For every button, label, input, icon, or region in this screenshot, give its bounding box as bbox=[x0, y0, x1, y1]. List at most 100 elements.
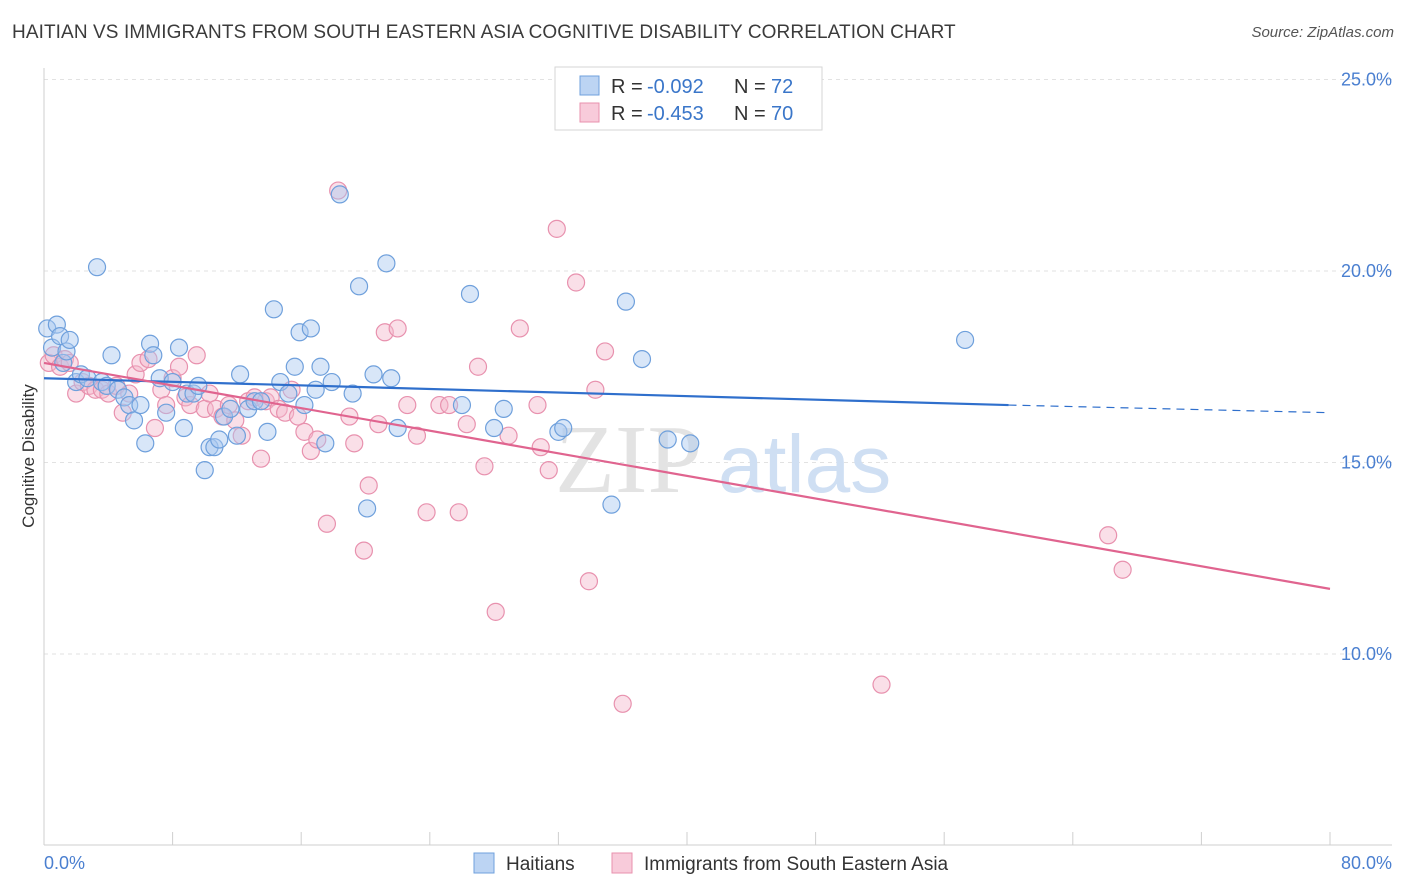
haitians-point-31 bbox=[200, 438, 219, 457]
haitians-point-54 bbox=[343, 384, 362, 403]
haitians-point-35 bbox=[221, 399, 240, 418]
haitians-point-66 bbox=[554, 418, 573, 438]
haitians-point-57 bbox=[364, 365, 383, 384]
immigrants-point-62 bbox=[486, 602, 505, 621]
haitians-point-18 bbox=[131, 395, 150, 415]
haitians-point-72 bbox=[955, 330, 975, 350]
haitians-point-25 bbox=[169, 338, 189, 357]
immigrants-point-67 bbox=[539, 461, 558, 480]
y-tick-label-1: 15.0% bbox=[1341, 453, 1392, 473]
haitians-point-36 bbox=[227, 426, 246, 445]
haitians-point-68 bbox=[616, 292, 636, 311]
legend-swatch-pink bbox=[579, 102, 600, 123]
haitians-point-41 bbox=[258, 422, 277, 441]
haitians-point-59 bbox=[382, 369, 401, 388]
haitians-point-17 bbox=[124, 411, 144, 430]
haitians-point-55 bbox=[349, 277, 369, 296]
y-tick-label-2: 20.0% bbox=[1341, 261, 1392, 281]
haitians-point-45 bbox=[285, 357, 304, 376]
haitians-trend-extension bbox=[1008, 404, 1331, 414]
haitians-point-10 bbox=[87, 258, 107, 277]
haitians-point-19 bbox=[136, 434, 155, 453]
immigrants-point-59 bbox=[457, 415, 476, 434]
haitians-point-6 bbox=[60, 330, 79, 350]
bottom-legend-label-haitians: Haitians bbox=[506, 854, 575, 875]
chart-title: HAITIAN VS IMMIGRANTS FROM SOUTH EASTERN… bbox=[12, 22, 956, 43]
immigrants-point-47 bbox=[345, 434, 364, 453]
immigrants-point-75 bbox=[1099, 526, 1118, 545]
haitians-point-71 bbox=[681, 434, 700, 453]
immigrants-point-24 bbox=[187, 346, 206, 365]
immigrants-point-76 bbox=[1113, 560, 1132, 579]
immigrants-point-42 bbox=[301, 441, 320, 461]
haitians-point-48 bbox=[301, 319, 320, 338]
immigrants-point-55 bbox=[417, 503, 436, 522]
haitians-point-61 bbox=[452, 395, 472, 415]
immigrants-point-74 bbox=[872, 675, 891, 694]
bottom-legend-swatch-haitians bbox=[473, 852, 495, 874]
legend-n-value-2: 70 bbox=[771, 103, 793, 125]
watermark-zip: ZIP bbox=[555, 406, 702, 514]
legend-n-value-1: 72 bbox=[771, 76, 793, 98]
legend-r-label-2: R = bbox=[611, 103, 643, 125]
haitians-point-44 bbox=[279, 384, 298, 403]
haitians-point-46 bbox=[290, 323, 309, 342]
bottom-legend: Haitians Immigrants from South Eastern A… bbox=[473, 852, 949, 875]
legend-n-label-2: N = bbox=[734, 103, 766, 125]
immigrants-point-64 bbox=[510, 319, 529, 338]
y-tick-labels: 10.0% 15.0% 20.0% 25.0% bbox=[1341, 70, 1392, 665]
haitians-point-52 bbox=[322, 372, 341, 392]
haitians-point-56 bbox=[358, 499, 377, 518]
haitians-point-64 bbox=[494, 399, 513, 418]
x-tick-label-0: 0.0% bbox=[44, 853, 85, 873]
haitians-point-37 bbox=[231, 365, 250, 384]
legend-box: R = -0.092 N = 72 R = -0.453 N = 70 bbox=[554, 66, 823, 131]
haitians-point-62 bbox=[460, 284, 480, 304]
y-axis-title: Cognitive Disability bbox=[19, 384, 38, 528]
bottom-legend-swatch-immigrants bbox=[611, 852, 633, 874]
immigrants-point-72 bbox=[595, 342, 615, 361]
immigrants-point-19 bbox=[157, 395, 176, 415]
haitians-point-50 bbox=[311, 357, 330, 376]
haitians-point-33 bbox=[210, 430, 229, 449]
immigrants-point-49 bbox=[359, 476, 378, 495]
immigrants-point-57 bbox=[439, 395, 459, 415]
legend-n-label-1: N = bbox=[734, 76, 766, 98]
immigrants-point-61 bbox=[475, 457, 494, 476]
legend-r-value-2: -0.453 bbox=[647, 103, 704, 125]
haitians-point-51 bbox=[316, 434, 335, 453]
x-tick-labels: 0.0% 80.0% bbox=[44, 853, 1392, 873]
haitians-point-67 bbox=[602, 495, 621, 514]
haitians-point-70 bbox=[658, 430, 677, 449]
y-tick-label-0: 10.0% bbox=[1341, 644, 1392, 664]
haitians-point-60 bbox=[388, 418, 407, 438]
haitians-point-27 bbox=[174, 418, 193, 438]
immigrants-point-21 bbox=[169, 357, 189, 376]
immigrants-point-53 bbox=[398, 395, 417, 415]
immigrants-point-48 bbox=[354, 541, 373, 560]
source-credit: Source: ZipAtlas.com bbox=[1251, 24, 1394, 41]
haitians-point-49 bbox=[306, 380, 325, 399]
immigrants-point-70 bbox=[579, 572, 599, 591]
haitians-point-53 bbox=[330, 185, 349, 204]
haitians-point-30 bbox=[195, 461, 214, 480]
haitians-point-23 bbox=[157, 403, 176, 422]
y-tick-label-3: 25.0% bbox=[1341, 70, 1392, 90]
immigrants-point-30 bbox=[226, 411, 245, 430]
immigrants-point-68 bbox=[547, 219, 566, 238]
haitians-point-13 bbox=[102, 346, 121, 365]
immigrants-point-65 bbox=[528, 395, 547, 415]
immigrants-point-44 bbox=[317, 514, 337, 533]
immigrants-point-56 bbox=[430, 395, 449, 415]
haitians-point-58 bbox=[377, 254, 396, 273]
immigrants-point-73 bbox=[613, 694, 632, 713]
watermark: ZIP atlas bbox=[555, 406, 891, 514]
immigrants-point-54 bbox=[407, 426, 427, 445]
immigrants-point-52 bbox=[388, 319, 407, 338]
haitians-point-12 bbox=[97, 376, 116, 395]
immigrants-point-71 bbox=[586, 380, 605, 399]
immigrants-point-60 bbox=[468, 357, 488, 376]
trend-lines bbox=[43, 361, 1331, 590]
haitians-point-47 bbox=[295, 395, 314, 415]
immigrants-trend-line bbox=[43, 361, 1331, 590]
